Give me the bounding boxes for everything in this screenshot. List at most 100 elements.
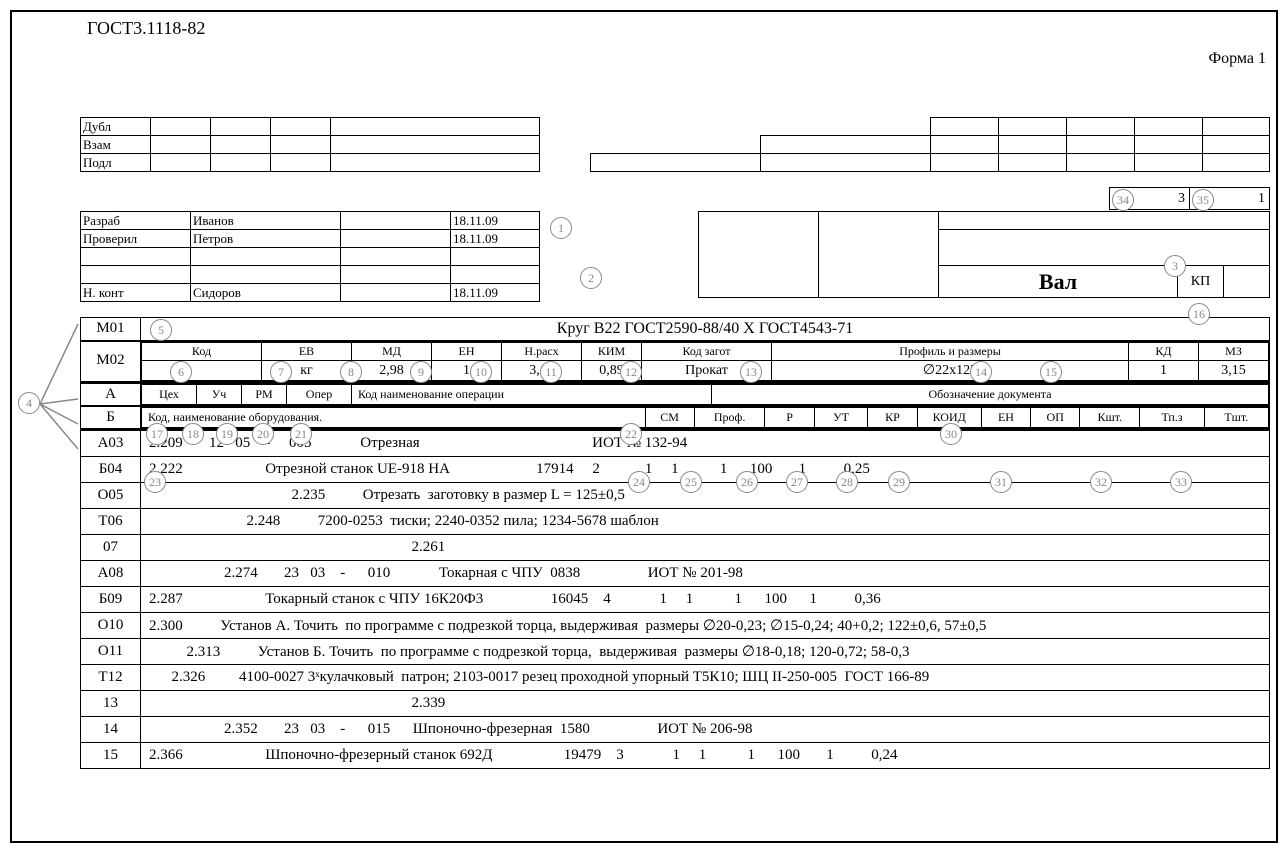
callout-bubble-7: 7 [270, 361, 292, 383]
callout-bubble-16: 16 [1188, 303, 1210, 325]
row-text: 2.339 [141, 691, 1270, 717]
b-h-tsht: Тшт. [1204, 408, 1268, 428]
callout-bubble-20: 20 [252, 423, 274, 445]
a-h-obozn: Обозначение документа [712, 385, 1269, 405]
m02-h-kim: КИМ [582, 343, 642, 361]
callout-bubble-26: 26 [736, 471, 758, 493]
callout-bubble-17: 17 [146, 423, 168, 445]
b-h-ut: УТ [814, 408, 868, 428]
callout-bubble-34: 34 [1112, 189, 1134, 211]
meta-block: Дубл Взам Подл [80, 117, 540, 172]
b-h-prof: Проф. [694, 408, 765, 428]
callout-bubble-23: 23 [144, 471, 166, 493]
callout-bubble-22: 22 [620, 423, 642, 445]
callout-bubble-9: 9 [410, 361, 432, 383]
callout-bubble-15: 15 [1040, 361, 1062, 383]
appr-role-1: Проверил [81, 230, 191, 248]
a-h-uch: Уч [197, 385, 242, 405]
b-h-sm: СМ [645, 408, 694, 428]
a-code: А [81, 384, 141, 405]
bubble-4-leader [40, 324, 80, 464]
row-text: 2.300 Установ А. Точить по программе с п… [141, 613, 1270, 639]
b-h-r: Р [765, 408, 814, 428]
a-h-ceh: Цех [142, 385, 197, 405]
table-row: О11 2.313 Установ Б. Точить по программе… [81, 639, 1270, 665]
callout-bubble-30: 30 [940, 423, 962, 445]
row-code: О10 [81, 613, 141, 639]
row-code: О11 [81, 639, 141, 665]
callout-bubble-12: 12 [620, 361, 642, 383]
appr-role-3 [81, 266, 191, 284]
part-title: Вал [939, 266, 1178, 298]
table-row: Т12 2.326 4100-0027 3ˣкулачковый патрон;… [81, 665, 1270, 691]
row-code: Т06 [81, 509, 141, 535]
table-row: 07 2.261 [81, 535, 1270, 561]
b-h-kr: КР [868, 408, 917, 428]
meta-podl-label: Подл [81, 154, 151, 172]
a-h-oper: Опер [287, 385, 352, 405]
row-code: 07 [81, 535, 141, 561]
row-text: 2.261 [141, 535, 1270, 561]
callout-bubble-35: 35 [1192, 189, 1214, 211]
m02-v-kd: 1 [1129, 361, 1199, 381]
b-h-en2: ЕН [981, 408, 1030, 428]
m02-h-md: МД [352, 343, 432, 361]
main-strip: М01 Круг В22 ГОСТ2590-88/40 Х ГОСТ4543-7… [80, 317, 1270, 769]
row-code: 13 [81, 691, 141, 717]
callout-bubble-28: 28 [836, 471, 858, 493]
callout-bubble-29: 29 [888, 471, 910, 493]
callout-bubble-10: 10 [470, 361, 492, 383]
m02-code: М02 [81, 342, 141, 381]
m02-v-mz: 3,15 [1199, 361, 1269, 381]
callout-bubble-3: 3 [1164, 255, 1186, 277]
row-text: 2.352 23 03 - 015 Шпоночно-фрезерная 158… [141, 717, 1270, 743]
m02-h-en: ЕН [432, 343, 502, 361]
m01-row: М01 Круг В22 ГОСТ2590-88/40 Х ГОСТ4543-7… [80, 317, 1270, 341]
m02-value-row: кг 2,98 1 3,18 0,89 Прокат ∅22x125 1 3,1… [142, 361, 1269, 381]
approvals-block: РазрабИванов18.11.09 ПроверилПетров18.11… [80, 211, 540, 302]
title-block: Вал КП [698, 211, 1270, 298]
top-right-grid [590, 117, 1270, 172]
m02-h-kodzag: Код загот [642, 343, 772, 361]
gost-standard-label: ГОСТ3.1118-82 [87, 18, 205, 39]
appr-name-3 [191, 266, 341, 284]
m01-text: Круг В22 ГОСТ2590-88/40 Х ГОСТ4543-71 [141, 318, 1269, 340]
m02-h-kod: Код [142, 343, 262, 361]
callout-bubble-8: 8 [340, 361, 362, 383]
table-row: 152.366 Шпоночно-фрезерный станок 692Д 1… [81, 743, 1270, 769]
row-code: Б09 [81, 587, 141, 613]
a-header-row: А Цех Уч РМ Опер Код наименование операц… [80, 383, 1270, 406]
m02-h-kd: КД [1129, 343, 1199, 361]
appr-role-4: Н. конт [81, 284, 191, 302]
a-h-rm: РМ [242, 385, 287, 405]
callout-bubble-21: 21 [290, 423, 312, 445]
callout-bubble-14: 14 [970, 361, 992, 383]
table-row: 13 2.339 [81, 691, 1270, 717]
table-row: А08 2.274 23 03 - 010 Токарная с ЧПУ 083… [81, 561, 1270, 587]
b-h-tpz: Тп.з [1140, 408, 1204, 428]
appr-date-0: 18.11.09 [451, 212, 540, 230]
row-code: Т12 [81, 665, 141, 691]
callout-bubble-2: 2 [580, 267, 602, 289]
row-code: А08 [81, 561, 141, 587]
m02-h-mz: МЗ [1199, 343, 1269, 361]
table-row: О102.300 Установ А. Точить по программе … [81, 613, 1270, 639]
appr-role-2 [81, 248, 191, 266]
appr-date-4: 18.11.09 [451, 284, 540, 302]
callout-bubble-31: 31 [990, 471, 1012, 493]
m02-h-nrash: Н.расх [502, 343, 582, 361]
row-code: Б04 [81, 457, 141, 483]
callout-bubble-25: 25 [680, 471, 702, 493]
callout-bubble-13: 13 [740, 361, 762, 383]
row-text: 2.366 Шпоночно-фрезерный станок 692Д 194… [141, 743, 1270, 769]
b-code: Б [81, 407, 141, 428]
m02-v-kod [142, 361, 262, 381]
gost-form-sheet: ГОСТ3.1118-82 Форма 1 4 Дубл Взам Подл [10, 10, 1278, 843]
appr-role-0: Разраб [81, 212, 191, 230]
table-row: 14 2.352 23 03 - 015 Шпоночно-фрезерная … [81, 717, 1270, 743]
m01-code: М01 [81, 318, 141, 340]
callout-bubble-4: 4 [18, 392, 40, 414]
table-row: Б092.287 Токарный станок с ЧПУ 16К20Ф3 1… [81, 587, 1270, 613]
m02-v-profil: ∅22x125 [772, 361, 1129, 381]
table-row: Т06 2.248 7200-0253 тиски; 2240-0352 пил… [81, 509, 1270, 535]
